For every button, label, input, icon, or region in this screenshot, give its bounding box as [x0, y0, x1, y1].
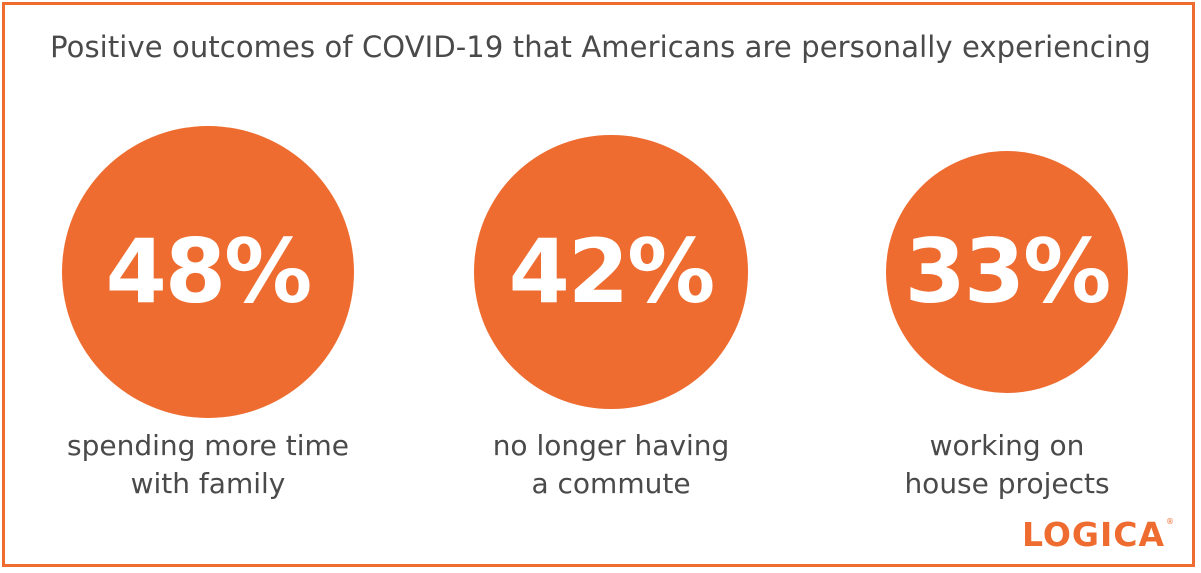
chart-title: Positive outcomes of COVID-19 that Ameri…	[50, 30, 1151, 64]
stat-caption: no longer having a commute	[431, 427, 791, 503]
logo-text: LOGICA	[1021, 515, 1165, 554]
stat-caption-line: house projects	[904, 467, 1110, 500]
stat-value: 33%	[904, 219, 1112, 323]
stat-caption-line: no longer having	[492, 429, 730, 462]
stat-caption: working on house projects	[827, 427, 1187, 503]
stat-caption-line: with family	[130, 467, 286, 500]
stat-value: 42%	[508, 219, 716, 323]
stat-caption: spending more time with family	[28, 427, 388, 503]
stat-no-commute: 42% no longer having a commute	[431, 0, 791, 573]
stat-caption-line: working on	[929, 429, 1085, 462]
stat-spending-time-with-family: 48% spending more time with family	[28, 0, 388, 573]
stat-circle: 48%	[62, 126, 354, 418]
stat-caption-line: spending more time	[67, 429, 349, 462]
stat-circle: 42%	[474, 135, 748, 409]
stat-circle: 33%	[885, 150, 1129, 394]
logica-logo: LOGICA®	[1021, 515, 1175, 554]
stat-caption-line: a commute	[531, 467, 691, 500]
stat-value: 48%	[105, 220, 313, 323]
registered-mark: ®	[1166, 517, 1175, 526]
stat-house-projects: 33% working on house projects	[827, 0, 1187, 573]
